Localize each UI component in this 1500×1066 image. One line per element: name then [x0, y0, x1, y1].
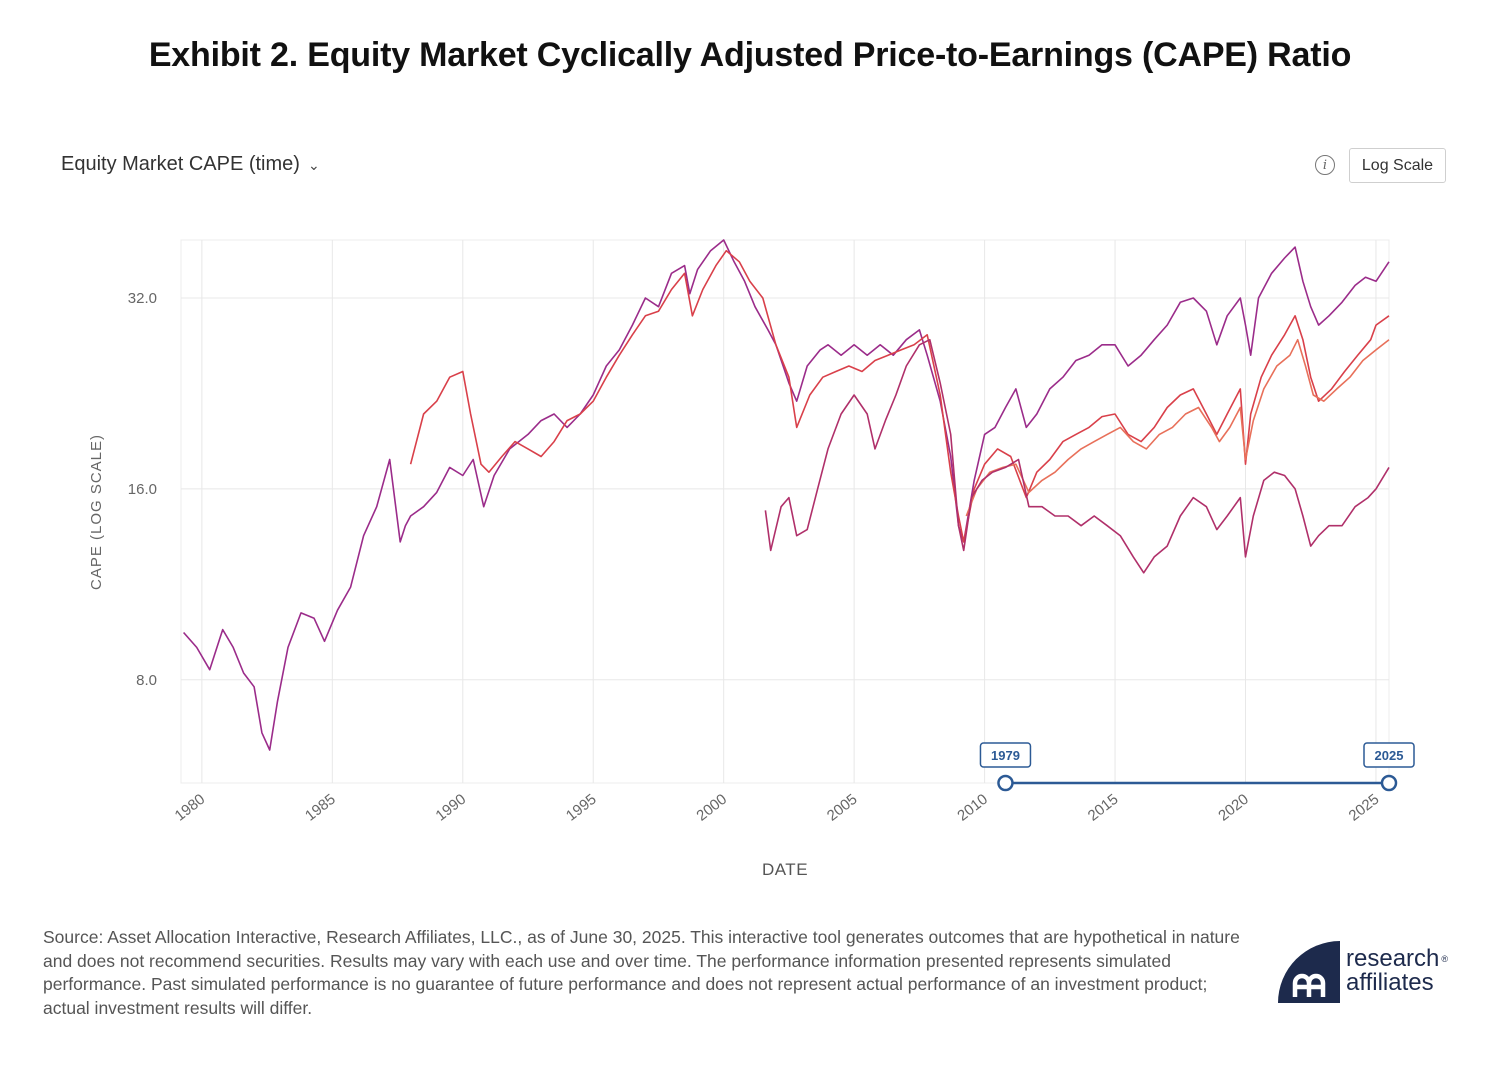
- series-lines: [182, 239, 1390, 751]
- series-line-4: [764, 338, 1390, 574]
- logo-wordmark: research ® affiliates: [1346, 945, 1449, 996]
- exhibit-title: Exhibit 2. Equity Market Cyclically Adju…: [148, 36, 1352, 74]
- x-tick-label: 2010: [954, 791, 991, 825]
- selector-label: Equity Market CAPE (time): [61, 153, 300, 175]
- slider-start-label: 1979: [991, 748, 1020, 763]
- y-tick-label: 32.0: [128, 290, 157, 307]
- x-axis-label: DATE: [762, 860, 808, 879]
- logo-line1: research: [1346, 945, 1440, 972]
- chart-grid: [180, 239, 1390, 784]
- plot-area: [180, 239, 1390, 784]
- x-tick-label: 1985: [302, 791, 339, 825]
- series-line-1: [182, 239, 1390, 751]
- y-tick-label: 16.0: [128, 481, 157, 498]
- x-tick-label: 2005: [824, 791, 861, 825]
- slider-end-handle[interactable]: [1380, 774, 1398, 792]
- logo-glyph-icon: [1292, 973, 1326, 997]
- slider-end-label: 2025: [1375, 748, 1404, 763]
- slider-start-handle[interactable]: [997, 774, 1014, 792]
- x-tick-label: 1980: [172, 791, 209, 825]
- log-scale-button[interactable]: Log Scale: [1349, 148, 1446, 183]
- slider-start-badge: [979, 742, 1032, 768]
- cape-line-chart: 8.0 16.0 32.0 1980 1985 1990 1995 2000 2005 2010…: [88, 239, 1415, 879]
- x-tick-label: 2020: [1215, 791, 1252, 825]
- chevron-down-icon: ⌄: [307, 157, 320, 173]
- x-tick-label: 1990: [432, 791, 469, 825]
- y-tick-labels: 8.0 16.0 32.0: [128, 290, 157, 689]
- slider-end-badge: [1363, 742, 1415, 768]
- y-axis-label: CAPE (LOG SCALE): [88, 434, 105, 590]
- series-line-2: [409, 249, 1390, 543]
- x-tick-labels: 1980 1985 1990 1995 2000 2005 2010 2015 2020 2025: [172, 791, 1383, 825]
- date-range-slider[interactable]: 1979 2025: [979, 742, 1415, 792]
- series-line-3: [965, 338, 1390, 517]
- research-affiliates-logo: research ® affiliates: [1278, 941, 1478, 1003]
- x-tick-label: 2025: [1346, 791, 1383, 825]
- logo-line2: affiliates: [1346, 969, 1434, 996]
- y-tick-label: 8.0: [136, 672, 157, 689]
- x-tick-label: 2015: [1085, 791, 1122, 825]
- x-tick-label: 2000: [693, 791, 730, 825]
- series-selector-dropdown[interactable]: Equity Market CAPE (time) ⌄: [61, 153, 320, 176]
- logo-mark-icon: [1278, 941, 1340, 1003]
- source-footnote: Source: Asset Allocation Interactive, Re…: [43, 927, 1240, 1018]
- x-tick-label: 1995: [563, 791, 600, 825]
- info-icon[interactable]: i: [1315, 155, 1335, 175]
